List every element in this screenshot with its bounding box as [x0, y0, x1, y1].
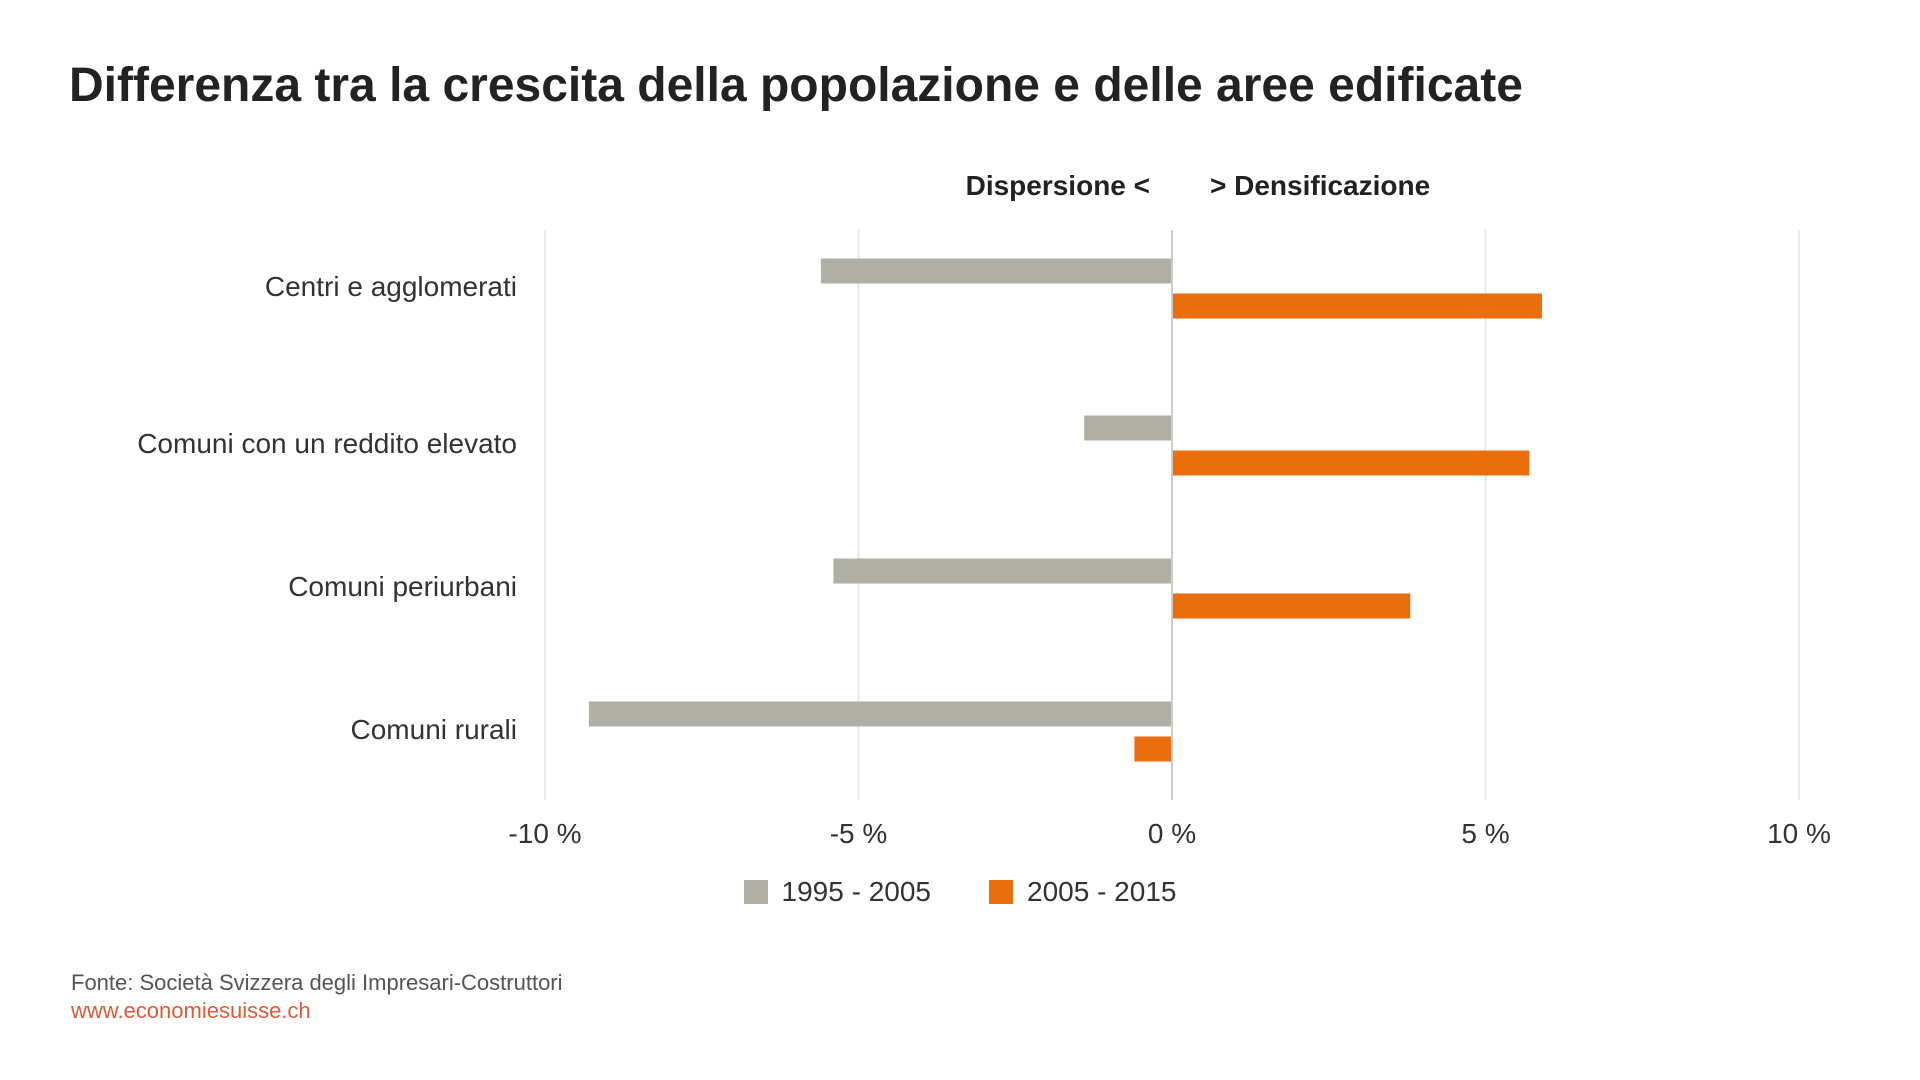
legend-item-series-2: 2005 - 2015 [989, 876, 1176, 908]
bar-series-2 [1172, 593, 1411, 619]
x-tick-label: -10 % [508, 818, 581, 849]
bar-series-1 [1084, 415, 1172, 441]
source-url[interactable]: www.economiesuisse.ch [71, 998, 311, 1023]
x-tick-label: 10 % [1767, 818, 1831, 849]
bar-series-1 [820, 258, 1172, 284]
direction-label-densification: > Densificazione [1210, 170, 1431, 201]
bar-series-2 [1172, 450, 1530, 476]
bar-series-2 [1134, 736, 1172, 762]
source-note: Fonte: Società Svizzera degli Impresari-… [71, 970, 563, 995]
legend: 1995 - 2005 2005 - 2015 [0, 876, 1920, 908]
bar-series-2 [1172, 293, 1542, 319]
category-label: Comuni con un reddito elevato [137, 428, 517, 459]
category-label: Centri e agglomerati [265, 271, 517, 302]
x-tick-label: 5 % [1461, 818, 1509, 849]
category-label: Comuni periurbani [288, 571, 517, 602]
legend-label-series-1: 1995 - 2005 [781, 876, 931, 907]
legend-swatch-series-2 [989, 880, 1013, 904]
direction-label-dispersion: Dispersione < [965, 170, 1150, 201]
legend-swatch-series-1 [743, 880, 768, 904]
bar-series-1 [833, 558, 1172, 584]
category-label: Comuni rurali [351, 714, 518, 745]
legend-item-series-1: 1995 - 2005 [743, 876, 931, 908]
x-tick-label: 0 % [1148, 818, 1196, 849]
x-tick-label: -5 % [830, 818, 888, 849]
bar-series-1 [588, 701, 1172, 727]
legend-label-series-2: 2005 - 2015 [1027, 876, 1177, 907]
chart-title: Differenza tra la crescita della popolaz… [69, 59, 1523, 112]
